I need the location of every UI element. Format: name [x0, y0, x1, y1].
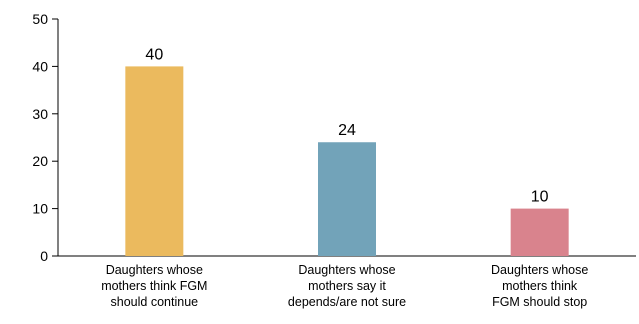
bar — [510, 208, 569, 256]
category-label: Daughters whose — [298, 263, 395, 277]
y-tick-label: 20 — [32, 153, 48, 169]
category-label: Daughters whose — [491, 263, 588, 277]
y-tick-label: 0 — [40, 248, 48, 264]
chart-category-labels: Daughters whose mothers think FGM should c… — [101, 263, 588, 309]
bar-value-label: 40 — [145, 46, 163, 63]
category-label: FGM should stop — [492, 295, 587, 309]
category-label: Daughters whose — [106, 263, 203, 277]
chart-bars — [125, 66, 569, 257]
bar-value-label: 10 — [531, 189, 549, 206]
bar — [318, 142, 376, 256]
category-label: mothers think — [502, 279, 578, 293]
category-label: mothers think FGM — [101, 279, 207, 293]
bar — [125, 66, 184, 257]
category-label: mothers say it — [308, 279, 386, 293]
y-tick-label: 30 — [32, 106, 48, 122]
bar-value-label: 24 — [338, 122, 356, 139]
category-label: depends/are not sure — [288, 295, 406, 309]
category-label: should continue — [111, 295, 199, 309]
y-tick-label: 50 — [32, 11, 48, 27]
y-tick-label: 40 — [32, 58, 48, 74]
chart-data-labels: 40 24 10 — [145, 46, 548, 205]
y-tick-label: 10 — [32, 201, 48, 217]
